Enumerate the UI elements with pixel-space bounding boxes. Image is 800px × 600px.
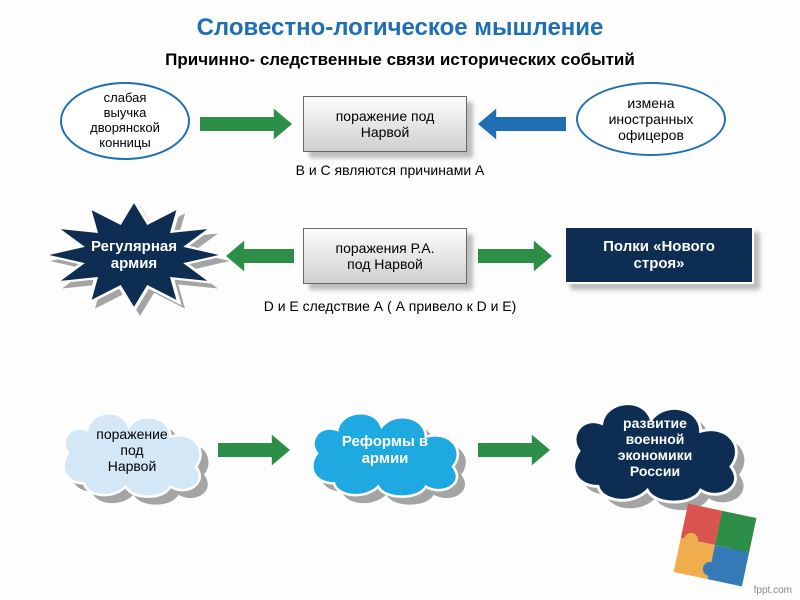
slide-title: Словестно-логическое мышление [0,14,800,42]
node-n_a: поражение под Нарвой [303,96,467,152]
node-n_a2: поражения Р.А. под Нарвой [303,228,467,284]
node-n_c: измена иностранных офицеров [576,82,726,156]
node-label: Регулярная армия [91,238,177,273]
node-label: Реформы в армии [342,433,428,468]
node-label: поражение под Нарвой [336,108,435,140]
node-n_e: Полки «Нового строя» [564,226,754,284]
puzzle-decoration [673,503,756,586]
node-n_g: Реформы в армии [300,400,470,500]
caption-row1: В и С являются причинами А [250,162,530,178]
slide-subtitle: Причинно- следственные связи исторически… [0,50,800,70]
caption-row2: D и E следствие А ( А привело к D и E) [210,298,570,314]
node-n_h: развитие военной экономики России [560,388,750,506]
node-label: Полки «Нового строя» [603,238,715,273]
node-label: измена иностранных офицеров [609,95,694,143]
node-label: поражение под Нарвой [96,426,167,474]
node-label: слабая выучка дворянской конницы [90,91,160,151]
node-n_d: Регулярная армия [44,200,224,310]
node-n_f: поражение под Нарвой [52,400,212,500]
node-n_b: слабая выучка дворянской конницы [60,82,190,160]
watermark: fppt.com [754,585,792,596]
node-label: поражения Р.А. под Нарвой [336,240,435,272]
node-label: развитие военной экономики России [618,415,693,479]
